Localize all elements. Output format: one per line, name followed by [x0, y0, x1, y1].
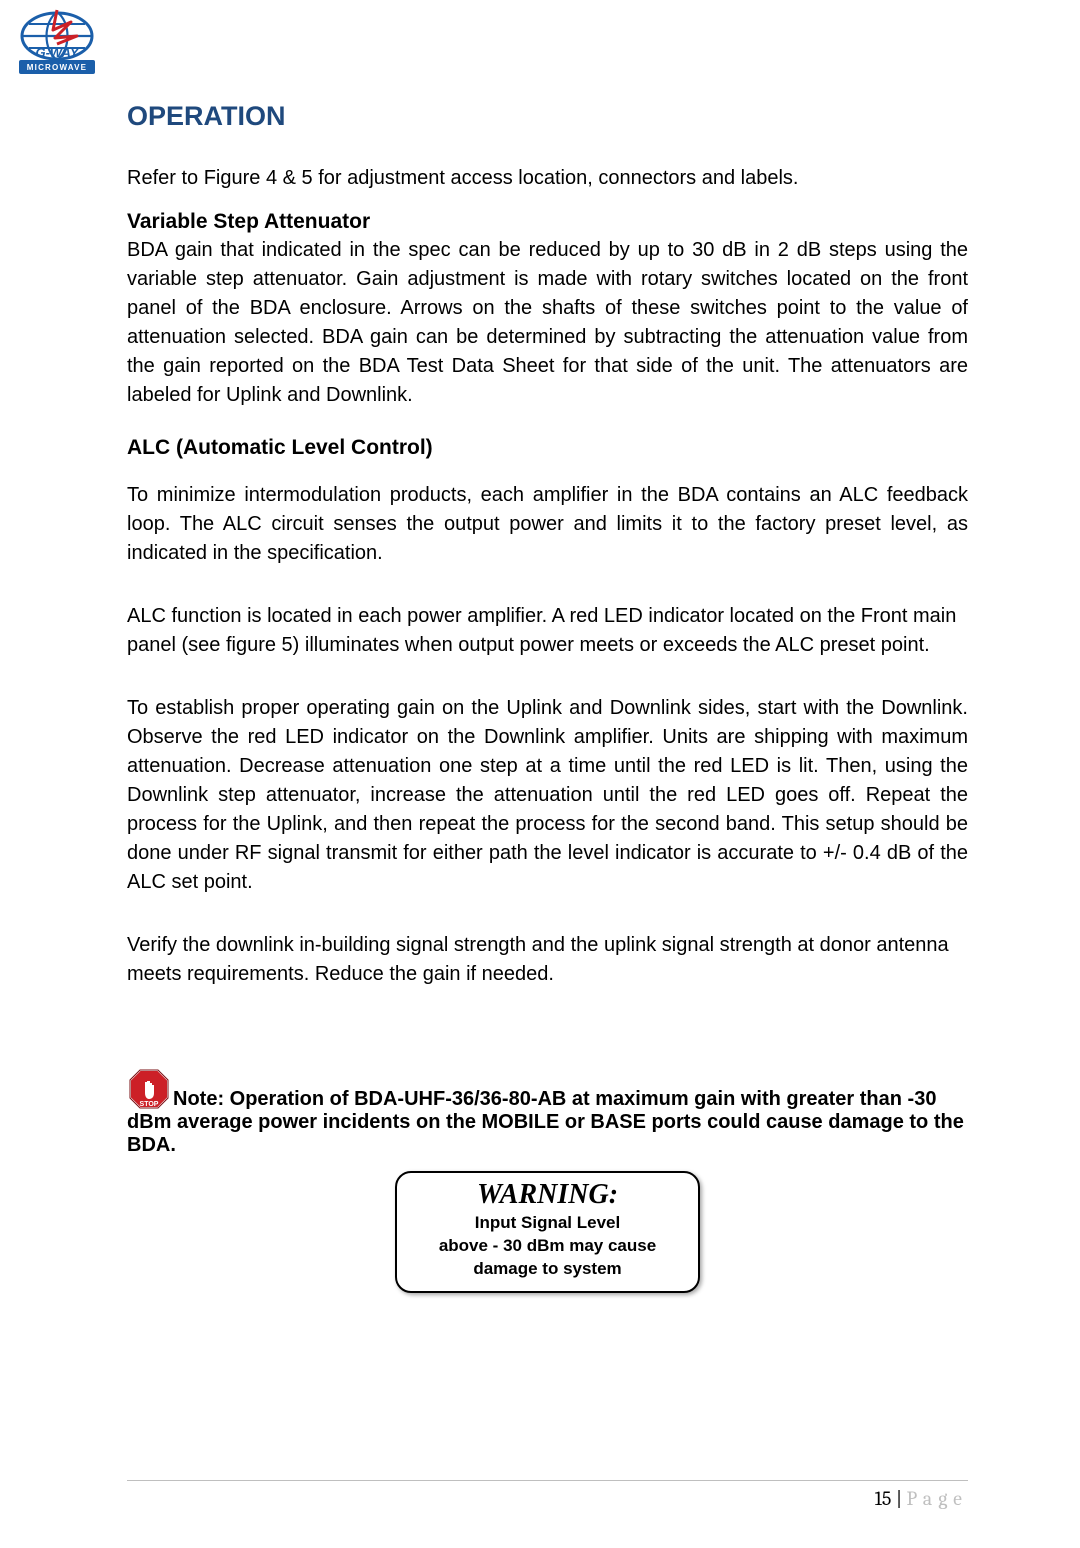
warning-line2: above - 30 dBm may cause: [419, 1235, 676, 1258]
footer-word: Page: [907, 1487, 968, 1510]
sect2-p2: ALC function is located in each power am…: [127, 602, 968, 660]
page-heading: OPERATION: [127, 101, 968, 132]
note-block: STOP Note: Operation of BDA-UHF-36/36-80…: [127, 1067, 968, 1157]
sect2-p1: To minimize intermodulation products, ea…: [127, 481, 968, 568]
stop-icon: STOP: [127, 1067, 171, 1111]
sect1-title: Variable Step Attenuator: [127, 208, 968, 236]
svg-text:STOP: STOP: [140, 1101, 159, 1108]
svg-text:MICROWAVE: MICROWAVE: [27, 63, 87, 72]
sect2-title: ALC (Automatic Level Control): [127, 434, 968, 462]
warning-box: WARNING: Input Signal Level above - 30 d…: [395, 1171, 700, 1293]
company-logo: G-WAY MICROWAVE: [13, 4, 103, 81]
intro-paragraph: Refer to Figure 4 & 5 for adjustment acc…: [127, 167, 968, 190]
page-number: 15: [875, 1487, 892, 1510]
warning-title: WARNING:: [419, 1179, 676, 1211]
sect1-p1: BDA gain that indicated in the spec can …: [127, 236, 968, 410]
warning-line3: damage to system: [419, 1258, 676, 1281]
svg-text:G-WAY: G-WAY: [35, 45, 79, 60]
sect2-p4: Verify the downlink in-building signal s…: [127, 931, 968, 989]
footer-separator: |: [891, 1487, 906, 1510]
note-text: Note: Operation of BDA-UHF-36/36-80-AB a…: [127, 1088, 964, 1156]
warning-line1: Input Signal Level: [419, 1212, 676, 1235]
page-footer: 15 | Page: [127, 1480, 968, 1510]
sect2-p3: To establish proper operating gain on th…: [127, 694, 968, 897]
